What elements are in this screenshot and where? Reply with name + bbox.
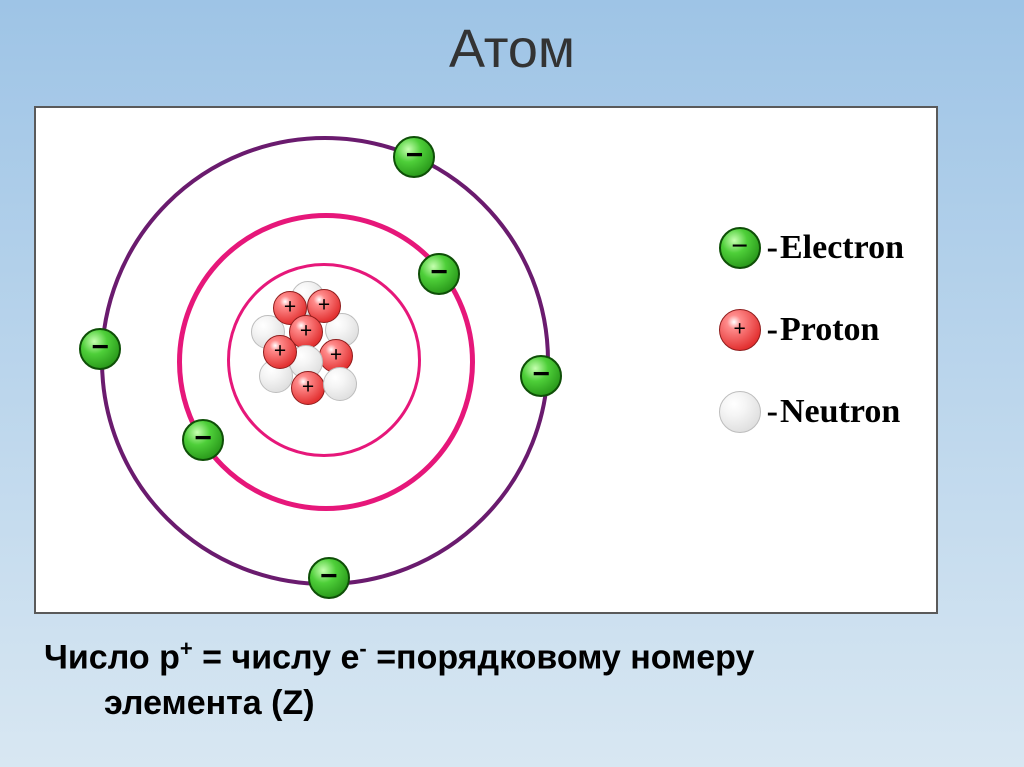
- formula-sup: -: [359, 636, 366, 661]
- legend: − - Electron + - Proton - Neutron: [719, 226, 904, 472]
- proton-icon: +: [719, 309, 761, 351]
- formula-text: Число p+ = числу e- =порядковому номеру …: [44, 634, 924, 727]
- atom-diagram-card: ++++++ −−−−−− − - Electron + - Proton - …: [34, 106, 938, 614]
- electron: −: [520, 355, 562, 397]
- electron-symbol: −: [184, 423, 222, 453]
- formula-sup: +: [180, 636, 193, 661]
- electron-symbol: −: [310, 561, 348, 591]
- legend-dash: -: [767, 311, 778, 349]
- legend-row-proton: + - Proton: [719, 308, 904, 352]
- slide-title: Атом: [0, 18, 1024, 80]
- electron-symbol: −: [420, 258, 458, 288]
- legend-dash: -: [767, 393, 778, 431]
- legend-electron-label: Electron: [780, 229, 904, 267]
- electron-symbol: −: [395, 140, 433, 170]
- proton-symbol: +: [720, 316, 760, 342]
- neutron-icon: [719, 391, 761, 433]
- formula-seg: =порядковому номеру: [367, 638, 755, 676]
- legend-neutron-label: Neutron: [780, 393, 900, 431]
- formula-seg: Число p: [44, 638, 180, 676]
- atom-stage: ++++++ −−−−−−: [36, 108, 606, 612]
- electron-icon: −: [719, 227, 761, 269]
- electron-symbol: −: [522, 360, 560, 390]
- electron: −: [393, 136, 435, 178]
- electron: −: [308, 557, 350, 599]
- slide: Атом ++++++ −−−−−− − - Electron + - Prot…: [0, 0, 1024, 767]
- formula-seg: = числу e: [193, 638, 360, 676]
- electron-symbol: −: [721, 232, 759, 262]
- legend-dash: -: [767, 229, 778, 267]
- electron-symbol: −: [81, 333, 119, 363]
- electron: −: [182, 419, 224, 461]
- orbit-ring: [227, 263, 421, 457]
- formula-line2: элемента (Z): [44, 681, 924, 727]
- legend-row-neutron: - Neutron: [719, 390, 904, 434]
- legend-proton-label: Proton: [780, 311, 879, 349]
- legend-row-electron: − - Electron: [719, 226, 904, 270]
